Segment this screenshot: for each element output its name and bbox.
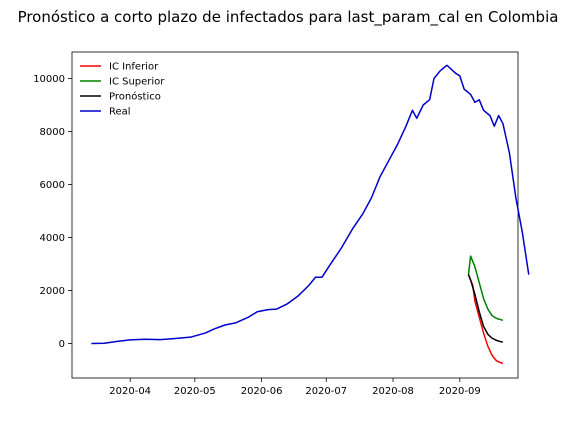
x-tick-label: 2020-04 — [109, 386, 151, 397]
y-axis: 0 2000 4000 6000 8000 10000 — [33, 74, 72, 350]
x-tick-label: 2020-08 — [372, 386, 414, 397]
series-line-real — [91, 64, 530, 345]
series-line-ic-superior — [467, 255, 504, 321]
legend-label-ic-superior: IC Superior — [109, 77, 165, 88]
y-tick-label: 10000 — [33, 74, 65, 85]
y-tick-label: 0 — [59, 339, 65, 350]
legend-label-ic-inferior: IC Inferior — [109, 62, 159, 73]
x-tick-label: 2020-09 — [439, 386, 481, 397]
y-tick-label: 8000 — [40, 127, 65, 138]
plot-frame — [71, 51, 519, 379]
y-tick-label: 2000 — [40, 286, 65, 297]
series-line-pronostico — [467, 274, 504, 343]
y-tick-label: 4000 — [40, 233, 65, 244]
legend: IC Inferior IC Superior Pronóstico Real — [80, 62, 165, 118]
chart-title: Pronóstico a corto plazo de infectados p… — [18, 8, 559, 27]
legend-label-real: Real — [109, 107, 131, 118]
x-tick-label: 2020-07 — [305, 386, 347, 397]
legend-label-pronostico: Pronóstico — [109, 91, 161, 103]
y-tick-label: 6000 — [40, 180, 65, 191]
x-tick-label: 2020-06 — [241, 386, 283, 397]
x-axis: 2020-04 2020-05 2020-06 2020-07 2020-08 2020-… — [109, 378, 481, 397]
x-tick-label: 2020-05 — [174, 386, 216, 397]
series-lines — [91, 64, 530, 365]
